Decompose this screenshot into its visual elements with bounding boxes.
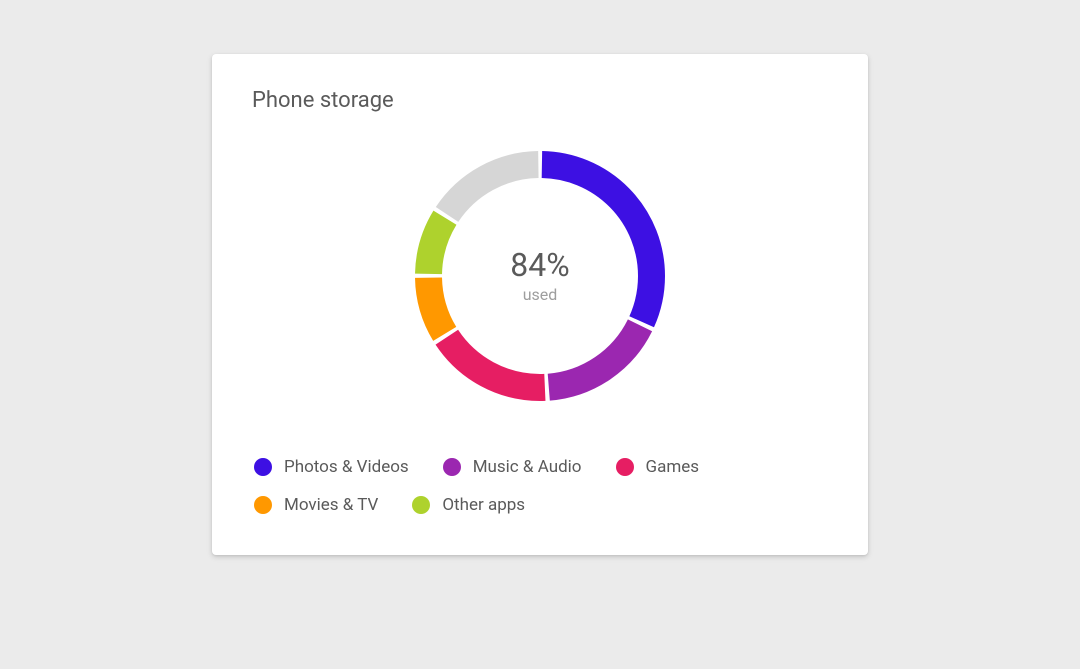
legend-label: Photos & Videos <box>284 457 409 477</box>
storage-card: Phone storage 84% used Photos & Videos Mu… <box>212 54 868 555</box>
legend-item: Music & Audio <box>443 457 582 477</box>
legend-item: Games <box>616 457 700 477</box>
legend-item: Movies & TV <box>254 495 378 515</box>
legend-item: Photos & Videos <box>254 457 409 477</box>
legend-dot <box>254 496 272 514</box>
legend-dot <box>254 458 272 476</box>
legend-dot <box>443 458 461 476</box>
chart-legend: Photos & Videos Music & Audio Games Movies … <box>252 457 828 515</box>
card-title: Phone storage <box>252 88 828 113</box>
legend-dot <box>412 496 430 514</box>
legend-label: Movies & TV <box>284 495 378 515</box>
donut-chart: 84% used <box>415 151 665 401</box>
donut-chart-wrap: 84% used <box>252 151 828 401</box>
legend-item: Other apps <box>412 495 525 515</box>
legend-label: Music & Audio <box>473 457 582 477</box>
legend-label: Other apps <box>442 495 525 515</box>
legend-dot <box>616 458 634 476</box>
legend-label: Games <box>646 457 700 477</box>
donut-svg <box>415 151 665 401</box>
